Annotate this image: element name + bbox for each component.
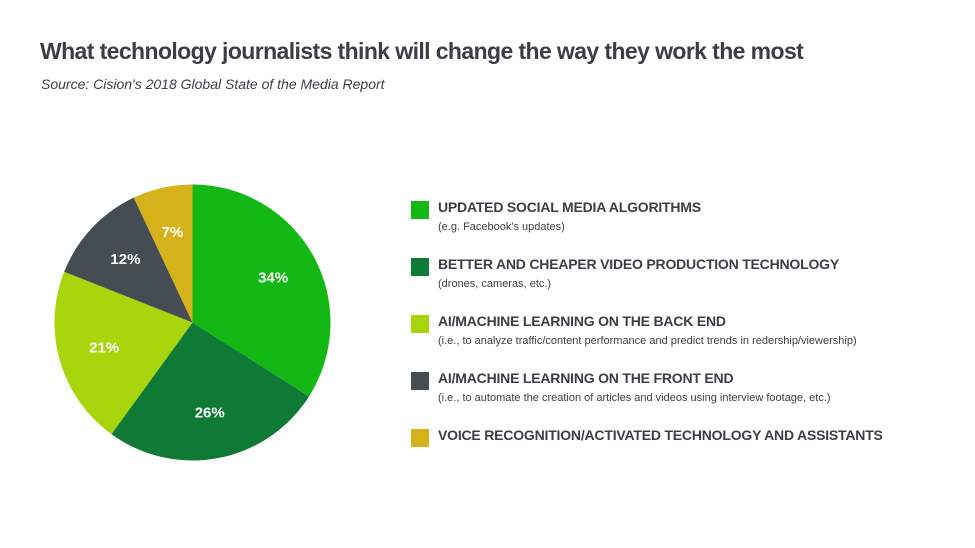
legend-swatch [411, 429, 429, 447]
pie-label-video-production: 26% [195, 404, 225, 421]
legend-swatch [411, 201, 429, 219]
pie-slice-ai-back-end [54, 271, 193, 435]
pie-slice-video-production [111, 322, 310, 461]
pie-chart: 34% 26% 21% 12% 7% [54, 184, 331, 461]
pie-slice-social-media [192, 184, 331, 397]
chart-title: What technology journalists think will c… [40, 38, 804, 64]
pie-label-ai-front-end: 12% [110, 251, 140, 268]
legend-swatch [411, 315, 429, 333]
legend-note: (i.e., to analyze traffic/content perfor… [438, 335, 857, 347]
legend-label: AI/MACHINE LEARNING ON THE FRONT END [438, 370, 734, 386]
pie-label-social-media: 34% [258, 270, 288, 287]
legend-swatch [411, 372, 429, 390]
legend-label: BETTER AND CHEAPER VIDEO PRODUCTION TECH… [438, 256, 839, 272]
pie-label-ai-back-end: 21% [89, 340, 119, 357]
legend-swatch [411, 258, 429, 276]
legend-note: (i.e., to automate the creation of artic… [438, 392, 831, 404]
pie-slice-ai-front-end [64, 197, 193, 323]
legend-note: (drones, cameras, etc.) [438, 278, 552, 290]
pie-slice-voice-recognition [133, 184, 193, 323]
pie-label-voice-recognition: 7% [162, 224, 184, 241]
legend-note: (e.g. Facebook's updates) [438, 221, 565, 233]
legend-label: VOICE RECOGNITION/ACTIVATED TECHNOLOGY A… [438, 427, 883, 443]
chart-subtitle: Source: Cision's 2018 Global State of th… [41, 76, 385, 92]
legend-label: AI/MACHINE LEARNING ON THE BACK END [438, 313, 726, 329]
legend-label: UPDATED SOCIAL MEDIA ALGORITHMS [438, 199, 701, 215]
